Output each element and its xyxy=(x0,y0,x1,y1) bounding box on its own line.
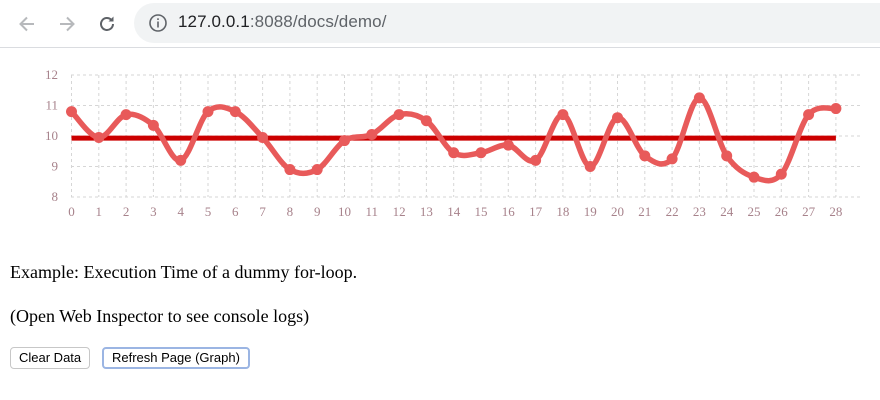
clear-data-button[interactable]: Clear Data xyxy=(10,347,91,369)
data-point xyxy=(366,128,378,140)
x-tick-label: 9 xyxy=(314,204,321,219)
data-point xyxy=(420,115,432,127)
data-point xyxy=(693,92,705,104)
caption-inspector-hint: (Open Web Inspector to see console logs) xyxy=(10,306,310,326)
data-point xyxy=(147,119,159,131)
reload-icon xyxy=(100,16,114,31)
data-point xyxy=(803,109,815,121)
y-tick-label: 12 xyxy=(45,67,58,82)
data-point xyxy=(830,103,842,115)
data-point xyxy=(202,106,214,118)
x-tick-label: 23 xyxy=(693,204,706,219)
x-tick-label: 7 xyxy=(259,204,266,219)
x-tick-label: 20 xyxy=(611,204,624,219)
y-tick-label: 11 xyxy=(45,98,58,113)
x-tick-label: 13 xyxy=(420,204,433,219)
y-tick-label: 9 xyxy=(52,159,59,174)
browser-toolbar: 127.0.0.1:8088/docs/demo/ xyxy=(0,0,880,48)
x-axis-ticks: 0 1 2 3 4 5 6 7 8 9 10 11 12 13 14 15 16 17 18 19 20 21 22 23 24… xyxy=(68,204,842,219)
x-tick-label: 24 xyxy=(720,204,734,219)
x-tick-label: 28 xyxy=(829,204,842,219)
arrow-left-icon xyxy=(19,16,34,32)
x-tick-label: 16 xyxy=(502,204,516,219)
data-point xyxy=(448,147,460,159)
data-point xyxy=(311,164,323,176)
info-icon[interactable] xyxy=(148,13,168,33)
data-point xyxy=(502,139,514,151)
x-tick-label: 21 xyxy=(638,204,651,219)
refresh-page-button[interactable]: Refresh Page (Graph) xyxy=(102,347,250,369)
x-tick-label: 3 xyxy=(150,204,157,219)
data-point xyxy=(748,171,760,183)
x-tick-label: 15 xyxy=(475,204,488,219)
data-point xyxy=(666,153,678,165)
caption-execution-time: Example: Execution Time of a dummy for-l… xyxy=(10,262,358,282)
data-point xyxy=(775,168,787,180)
x-tick-label: 5 xyxy=(205,204,212,219)
url-host: 127.0.0.1 xyxy=(178,12,250,31)
data-point xyxy=(557,109,569,121)
data-point xyxy=(257,132,269,144)
data-point xyxy=(475,147,487,159)
forward-button[interactable] xyxy=(51,8,83,40)
data-point xyxy=(120,109,132,121)
x-tick-label: 0 xyxy=(68,204,75,219)
data-point xyxy=(584,161,596,172)
data-point xyxy=(66,106,77,118)
x-tick-label: 22 xyxy=(666,204,679,219)
x-tick-label: 10 xyxy=(338,204,351,219)
x-tick-label: 12 xyxy=(393,204,406,219)
data-point xyxy=(393,109,405,121)
x-tick-label: 19 xyxy=(584,204,597,219)
series-points xyxy=(66,92,842,183)
data-point xyxy=(612,112,623,124)
x-tick-label: 14 xyxy=(447,204,461,219)
x-tick-label: 8 xyxy=(287,204,294,219)
reload-button[interactable] xyxy=(91,8,123,40)
x-tick-label: 2 xyxy=(123,204,130,219)
x-tick-label: 6 xyxy=(232,204,239,219)
data-point xyxy=(175,154,187,166)
y-tick-label: 8 xyxy=(52,189,59,204)
data-point xyxy=(339,135,350,147)
x-tick-label: 17 xyxy=(529,204,543,219)
data-point xyxy=(530,154,542,166)
back-button[interactable] xyxy=(11,8,43,40)
y-tick-label: 10 xyxy=(45,128,58,143)
url-path: :8088/docs/demo/ xyxy=(249,12,387,31)
x-tick-label: 27 xyxy=(802,204,816,219)
x-tick-label: 1 xyxy=(96,204,103,219)
y-axis-ticks: 8 9 10 11 12 xyxy=(45,67,58,204)
url-text[interactable]: 127.0.0.1:8088/docs/demo/ xyxy=(178,12,387,32)
data-point xyxy=(721,150,733,162)
data-point xyxy=(284,164,296,176)
x-tick-label: 25 xyxy=(748,204,761,219)
x-tick-label: 4 xyxy=(177,204,184,219)
x-tick-label: 18 xyxy=(556,204,569,219)
data-point xyxy=(93,132,105,144)
x-tick-label: 26 xyxy=(775,204,789,219)
arrow-right-icon xyxy=(60,16,75,32)
x-tick-label: 11 xyxy=(366,204,379,219)
data-point xyxy=(229,106,241,118)
data-point xyxy=(639,150,651,162)
address-bar[interactable]: 127.0.0.1:8088/docs/demo/ xyxy=(134,3,880,43)
